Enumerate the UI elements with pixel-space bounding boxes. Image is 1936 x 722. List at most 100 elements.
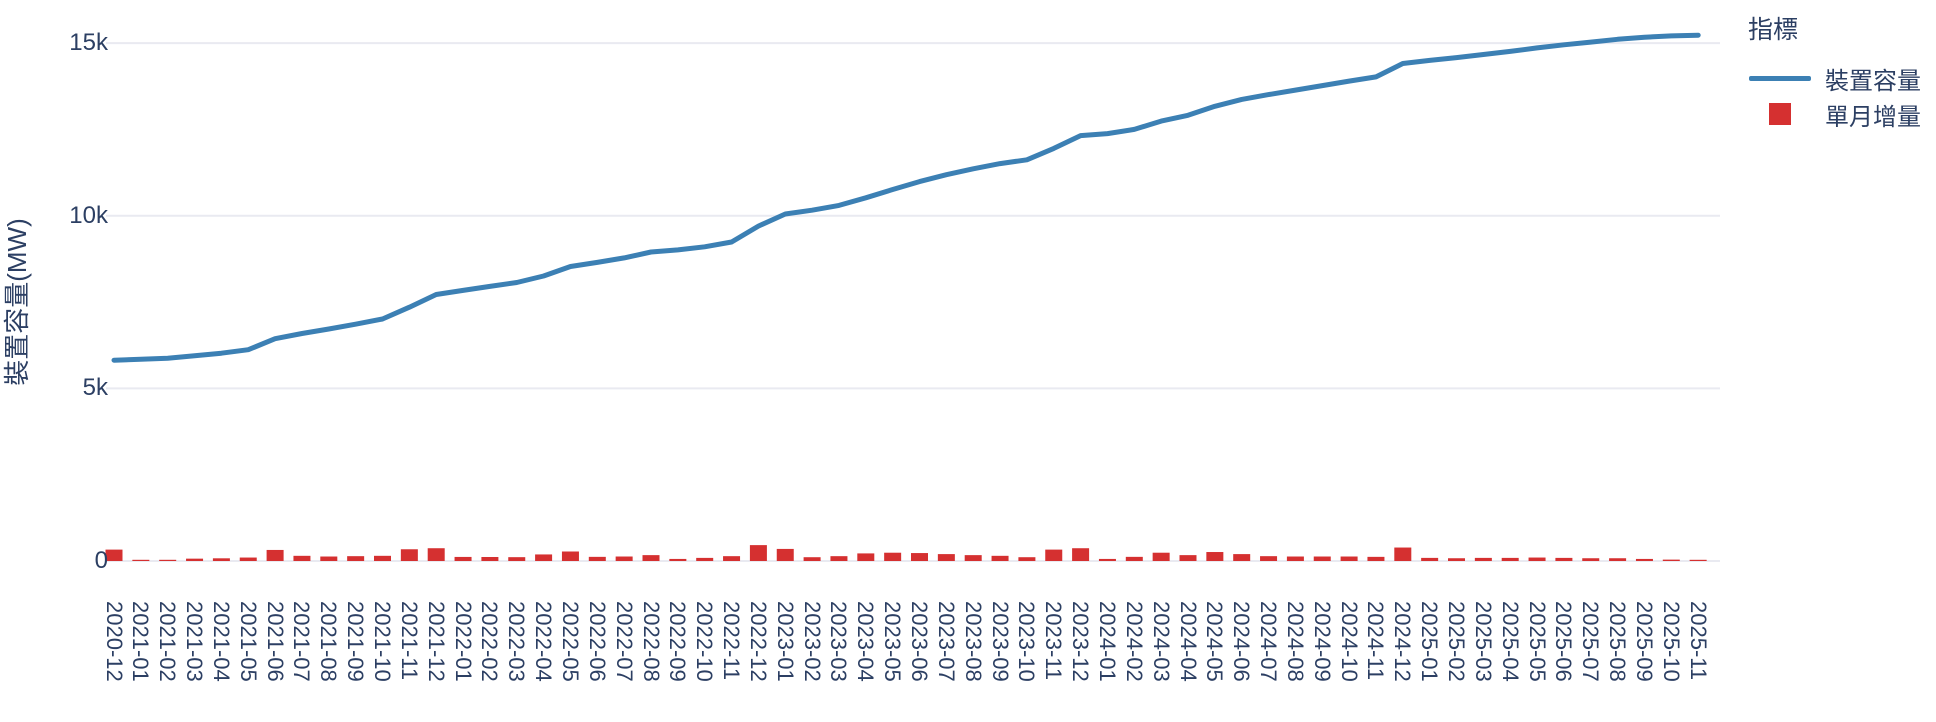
x-axis-label: 2023-02: [799, 601, 825, 682]
capacity-line[interactable]: [111, 32, 1701, 363]
increment-bar[interactable]: [105, 549, 123, 561]
increment-bar[interactable]: [937, 554, 955, 561]
legend-item-capacity[interactable]: 裝置容量: [1748, 60, 1933, 96]
increment-bar[interactable]: [1689, 559, 1707, 561]
x-axis-label: 2022-07: [611, 601, 637, 682]
legend-label-capacity: 裝置容量: [1825, 67, 1921, 95]
x-axis-label: 2022-10: [692, 601, 718, 682]
x-axis-label: 2023-04: [853, 601, 879, 682]
increment-bar[interactable]: [1072, 548, 1090, 561]
x-axis-label: 2024-10: [1336, 601, 1362, 682]
increment-bar[interactable]: [776, 548, 794, 561]
increment-bar[interactable]: [1045, 549, 1063, 561]
increment-bar[interactable]: [1635, 558, 1653, 561]
increment-bar[interactable]: [1474, 557, 1492, 561]
x-axis-label: 2024-03: [1148, 601, 1174, 682]
x-axis-label: 2020-12: [101, 601, 127, 682]
increment-bar[interactable]: [1367, 556, 1385, 561]
increment-bar[interactable]: [1528, 557, 1546, 561]
increment-bar[interactable]: [696, 557, 714, 561]
increment-bar[interactable]: [723, 556, 741, 561]
increment-bar[interactable]: [964, 555, 982, 561]
increment-bar[interactable]: [588, 556, 606, 561]
x-axis-label: 2024-09: [1309, 601, 1335, 682]
x-axis-label: 2022-03: [504, 601, 530, 682]
x-axis-label: 2021-02: [155, 601, 181, 682]
increment-bar[interactable]: [749, 545, 767, 561]
increment-bar[interactable]: [1394, 547, 1412, 561]
x-axis-label: 2023-01: [772, 601, 798, 682]
increment-bar[interactable]: [1501, 557, 1519, 561]
x-axis-label: 2021-09: [343, 601, 369, 682]
x-axis-label: 2025-06: [1551, 601, 1577, 682]
increment-bar[interactable]: [991, 555, 1009, 561]
x-axis-label: 2024-01: [1094, 601, 1120, 682]
x-axis-label: 2023-11: [1041, 601, 1067, 681]
increment-bar[interactable]: [884, 552, 902, 561]
increment-bar[interactable]: [1286, 556, 1304, 561]
increment-bar[interactable]: [132, 559, 150, 561]
increment-bar[interactable]: [1098, 558, 1116, 561]
increment-bar[interactable]: [669, 558, 687, 561]
increment-bar[interactable]: [857, 553, 875, 561]
increment-bar[interactable]: [508, 557, 526, 561]
x-axis-label: 2021-11: [396, 601, 422, 681]
increment-bar[interactable]: [1313, 556, 1331, 561]
increment-bar[interactable]: [1448, 558, 1465, 561]
increment-bar[interactable]: [1260, 556, 1278, 561]
increment-bar[interactable]: [159, 559, 177, 561]
increment-bar[interactable]: [1233, 554, 1251, 561]
increment-bar[interactable]: [454, 556, 472, 561]
increment-bar[interactable]: [615, 556, 633, 561]
x-axis-label: 2024-06: [1229, 601, 1255, 682]
increment-bar[interactable]: [1421, 557, 1439, 561]
increment-bar[interactable]: [1340, 556, 1358, 561]
increment-bar[interactable]: [1662, 559, 1680, 561]
x-axis-label: 2022-06: [584, 601, 610, 682]
increment-bar[interactable]: [1018, 557, 1036, 561]
increment-bar[interactable]: [1152, 552, 1170, 561]
increment-bar[interactable]: [1582, 558, 1600, 561]
y-tick-label: 0: [94, 547, 108, 574]
increment-bar[interactable]: [427, 548, 445, 561]
x-axis-label: 2025-08: [1605, 601, 1631, 682]
increment-bar[interactable]: [320, 556, 338, 561]
increment-bar[interactable]: [830, 556, 848, 561]
increment-bar[interactable]: [535, 554, 553, 561]
x-axis-label: 2022-08: [638, 601, 664, 682]
increment-bar[interactable]: [1609, 558, 1627, 561]
x-axis-label: 2022-02: [477, 601, 503, 682]
increment-bar[interactable]: [212, 558, 230, 561]
x-axis-label: 2025-02: [1444, 601, 1469, 682]
x-axis-label: 2021-12: [423, 601, 449, 682]
x-axis-label: 2025-01: [1417, 601, 1443, 682]
increment-bar[interactable]: [293, 555, 311, 561]
increment-bar[interactable]: [347, 556, 365, 561]
x-axis-label: 2021-05: [235, 601, 261, 682]
increment-bar[interactable]: [186, 558, 204, 561]
increment-bar[interactable]: [374, 555, 391, 561]
x-axis-label: 2022-12: [745, 601, 771, 682]
increment-bar[interactable]: [481, 556, 499, 561]
increment-bar[interactable]: [400, 549, 418, 561]
x-axis-label: 2021-04: [208, 601, 234, 682]
increment-bar[interactable]: [803, 557, 821, 561]
increment-bar[interactable]: [239, 557, 257, 561]
increment-bar[interactable]: [266, 549, 284, 561]
x-axis-label: 2023-03: [826, 601, 852, 682]
increment-bar[interactable]: [1555, 557, 1573, 561]
increment-bar[interactable]: [642, 555, 660, 561]
y-tick-label: 5k: [82, 374, 108, 402]
x-axis-label: 2023-05: [880, 601, 906, 682]
x-axis-label: 2025-09: [1631, 601, 1657, 682]
legend-item-increment[interactable]: 單月增量: [1748, 96, 1933, 132]
increment-bar[interactable]: [911, 553, 928, 561]
x-axis-label: 2025-07: [1578, 601, 1604, 682]
bar-series-icon: [1748, 103, 1812, 125]
x-axis-label: 2025-05: [1524, 601, 1550, 682]
increment-bar[interactable]: [1125, 556, 1143, 561]
increment-bar[interactable]: [1179, 555, 1197, 561]
increment-bar[interactable]: [1206, 552, 1224, 561]
x-axis-label: 2024-07: [1256, 601, 1282, 682]
increment-bar[interactable]: [561, 551, 579, 561]
